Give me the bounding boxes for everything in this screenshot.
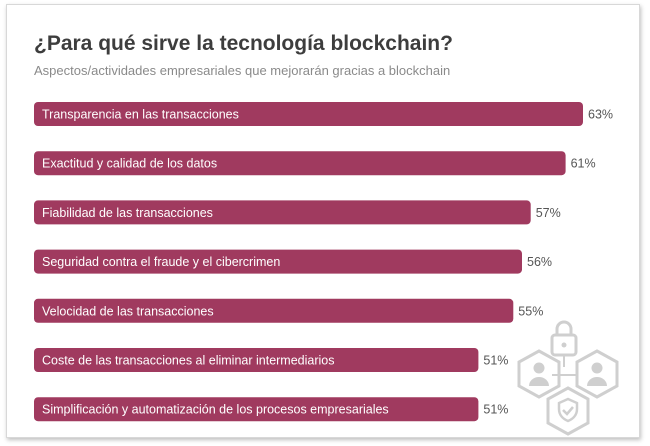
chart-subtitle: Aspectos/actividades empresariales que m… bbox=[34, 63, 451, 78]
bar-category-label: Transparencia en las transacciones bbox=[42, 108, 239, 122]
bar-3 bbox=[34, 200, 531, 225]
bar-value-label: 51% bbox=[483, 354, 508, 368]
bar-2 bbox=[34, 151, 566, 176]
bars-layer: Transparencia en las transacciones 63% Exa… bbox=[34, 102, 613, 422]
bar-category-label: Velocidad de las transacciones bbox=[42, 304, 214, 318]
chart-title: ¿Para qué sirve la tecnología blockchain… bbox=[34, 32, 453, 55]
bar-6 bbox=[34, 348, 479, 372]
bar-1 bbox=[34, 102, 583, 126]
bar-value-label: 56% bbox=[527, 255, 552, 269]
bar-category-label: Exactitud y calidad de los datos bbox=[42, 157, 217, 171]
blockchain-users-lock-icon bbox=[517, 320, 619, 436]
bar-category-label: Seguridad contra el fraude y el cibercri… bbox=[42, 255, 280, 269]
bar-5 bbox=[34, 298, 514, 323]
bar-value-label: 57% bbox=[536, 206, 561, 220]
bar-value-label: 51% bbox=[483, 403, 508, 417]
chart-card: ¿Para qué sirve la tecnología blockchain… bbox=[6, 4, 640, 438]
bar-7 bbox=[34, 397, 479, 422]
bar-value-label: 61% bbox=[571, 157, 596, 171]
bar-value-label: 63% bbox=[588, 108, 613, 122]
bar-4 bbox=[34, 249, 522, 274]
bar-category-label: Fiabilidad de las transacciones bbox=[42, 206, 213, 220]
bar-chart: Transparencia en las transacciones 63% Exa… bbox=[34, 102, 619, 436]
bar-value-label: 55% bbox=[518, 304, 543, 318]
bar-category-label: Coste de las transacciones al eliminar i… bbox=[42, 354, 335, 368]
bar-category-label: Simplificación y automatización de los p… bbox=[42, 403, 389, 417]
